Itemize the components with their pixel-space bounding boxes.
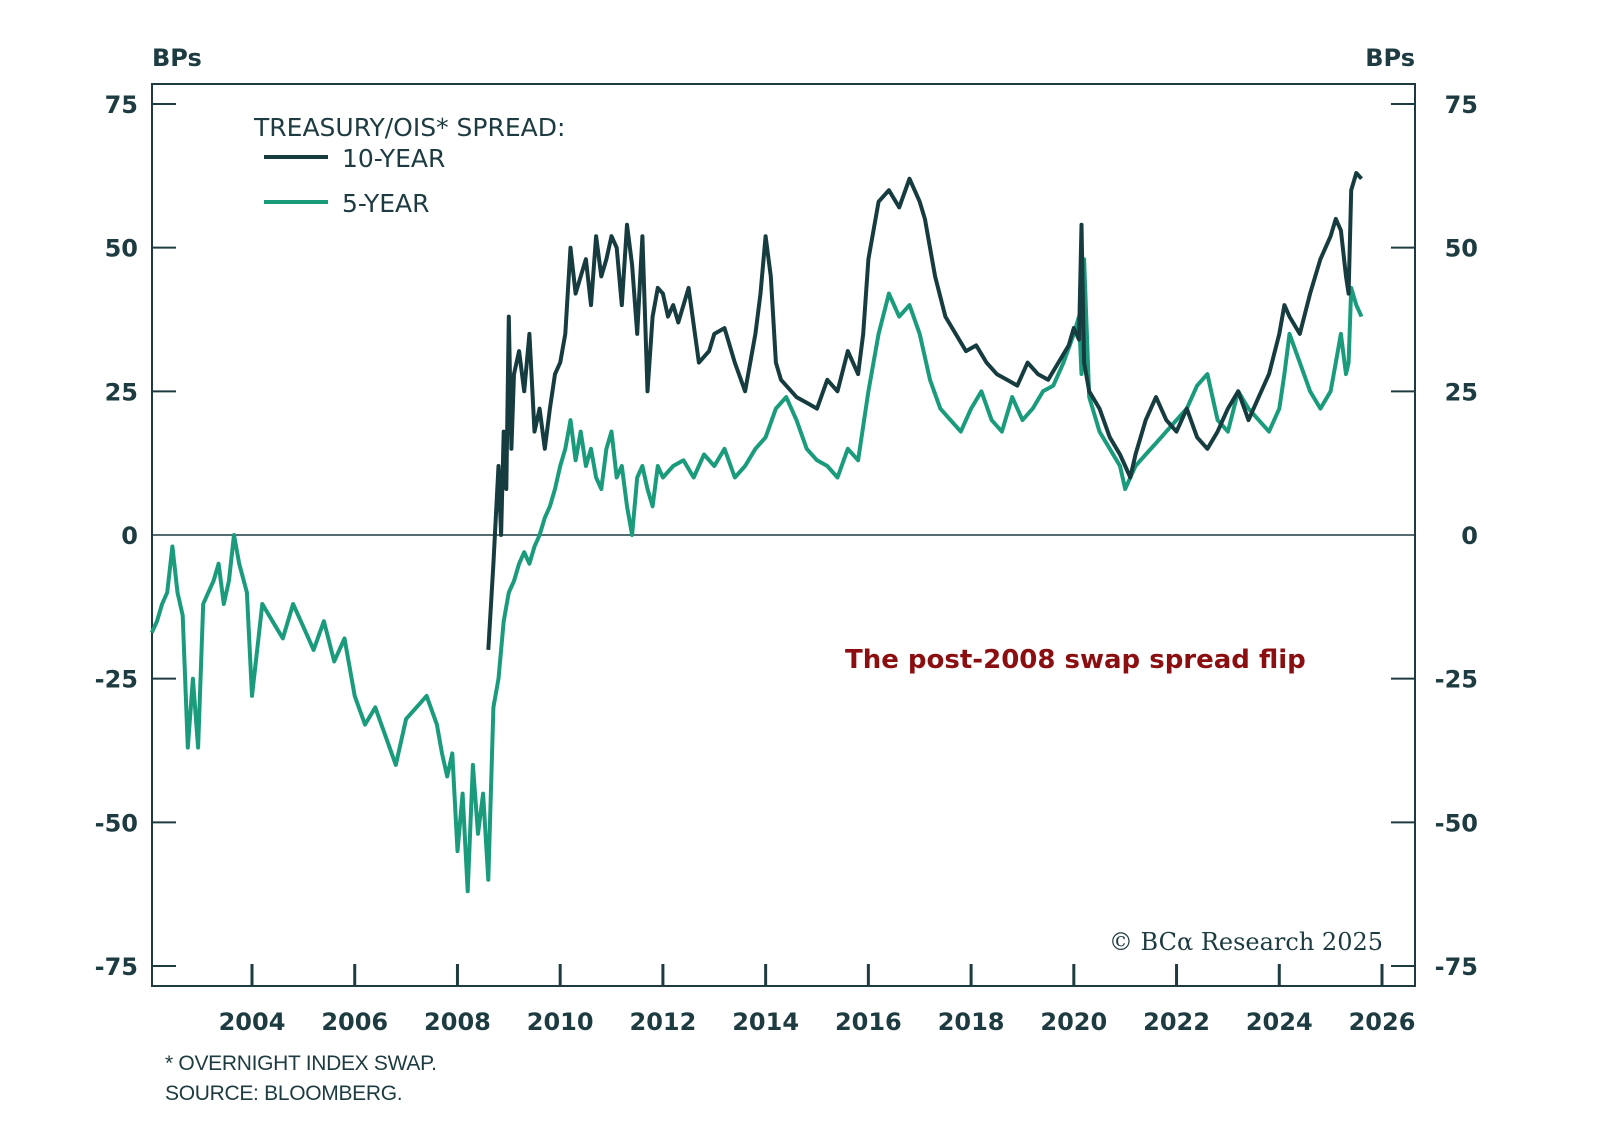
x-tick-label: 2026 xyxy=(1349,1008,1416,1036)
y-tick-label-left: -75 xyxy=(95,953,138,981)
y-ticks-left: 75 50 25 0 -25 -50 -75 xyxy=(95,91,176,981)
y-tick-label-left: 75 xyxy=(105,91,138,119)
series-10-year xyxy=(486,171,1363,651)
footnote-ois: * OVERNIGHT INDEX SWAP. xyxy=(165,1052,437,1075)
y-tick-label-right: -50 xyxy=(1435,809,1478,837)
y-tick-label-right: 25 xyxy=(1445,378,1478,406)
legend-title: TREASURY/OIS* SPREAD: xyxy=(253,113,565,142)
x-tick-label: 2010 xyxy=(527,1008,594,1036)
legend-label-10-year: 10-YEAR xyxy=(342,144,445,173)
series-line-5-year xyxy=(149,257,1364,894)
series-layer xyxy=(149,171,1364,894)
legend: TREASURY/OIS* SPREAD: 10-YEAR 5-YEAR xyxy=(253,113,565,218)
footnote-source: SOURCE: BLOOMBERG. xyxy=(165,1082,403,1105)
y-tick-label-left: -25 xyxy=(95,666,138,694)
series-5-year xyxy=(149,257,1364,894)
x-tick-label: 2018 xyxy=(938,1008,1005,1036)
right-axis-unit-label: BPs xyxy=(1365,44,1415,72)
y-tick-label-right: -25 xyxy=(1435,666,1478,694)
y-tick-label-right: 0 xyxy=(1461,522,1478,550)
x-tick-label: 2020 xyxy=(1040,1008,1107,1036)
y-tick-label-right: -75 xyxy=(1435,953,1478,981)
x-ticks: 2004 2006 2008 2010 2012 2014 2016 2018 2020 2022… xyxy=(219,964,1416,1036)
x-tick-label: 2006 xyxy=(321,1008,388,1036)
x-tick-label: 2008 xyxy=(424,1008,491,1036)
y-tick-label-right: 75 xyxy=(1445,91,1478,119)
x-tick-label: 2012 xyxy=(630,1008,697,1036)
series-line-10-year xyxy=(486,171,1363,651)
y-tick-label-left: 25 xyxy=(105,378,138,406)
y-tick-label-left: 0 xyxy=(121,522,138,550)
x-tick-label: 2024 xyxy=(1246,1008,1313,1036)
y-ticks-right: 75 50 25 0 -25 -50 -75 xyxy=(1391,91,1478,981)
x-tick-label: 2016 xyxy=(835,1008,902,1036)
x-tick-label: 2004 xyxy=(219,1008,286,1036)
x-tick-label: 2014 xyxy=(732,1008,799,1036)
legend-label-5-year: 5-YEAR xyxy=(342,189,430,218)
annotation: The post-2008 swap spread flip xyxy=(845,645,1306,675)
y-tick-label-right: 50 xyxy=(1445,235,1478,263)
copyright: © BCα Research 2025 xyxy=(1109,928,1383,956)
y-tick-label-left: 50 xyxy=(105,235,138,263)
y-tick-label-left: -50 xyxy=(95,809,138,837)
x-tick-label: 2022 xyxy=(1143,1008,1210,1036)
left-axis-unit-label: BPs xyxy=(152,44,202,72)
